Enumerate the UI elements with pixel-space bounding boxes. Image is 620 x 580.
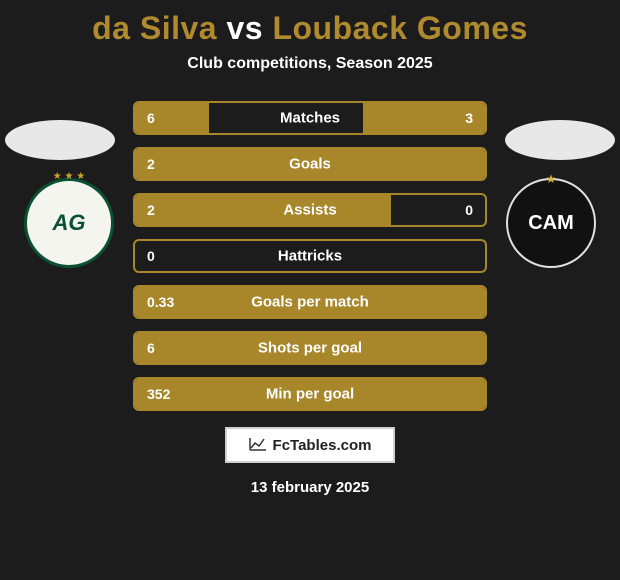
- star-icon: ★: [546, 172, 557, 186]
- club-abbr-left: AG: [53, 210, 86, 236]
- stat-value-left: 6: [147, 340, 155, 356]
- stat-row: Goals per match0.33: [133, 285, 487, 319]
- stat-row: Shots per goal6: [133, 331, 487, 365]
- stat-label: Hattricks: [135, 248, 485, 265]
- brand-logo[interactable]: FcTables.com: [225, 427, 395, 463]
- club-abbr-right: CAM: [528, 212, 574, 235]
- stat-value-left: 0: [147, 248, 155, 264]
- stat-value-left: 2: [147, 156, 155, 172]
- stat-label: Min per goal: [135, 386, 485, 403]
- page-title: da Silva vs Louback Gomes: [0, 10, 620, 47]
- stat-row: Hattricks0: [133, 239, 487, 273]
- date-text: 13 february 2025: [0, 479, 620, 496]
- stat-row: Assists2 0: [133, 193, 487, 227]
- player1-name: da Silva: [92, 10, 217, 46]
- comparison-card: da Silva vs Louback Gomes Club competiti…: [0, 0, 620, 580]
- vs-text: vs: [226, 10, 263, 46]
- club-crest-right: ★ CAM: [506, 178, 596, 268]
- stat-value-right: 0: [465, 202, 473, 218]
- stat-row: Goals2: [133, 147, 487, 181]
- stat-value-left: 2: [147, 202, 155, 218]
- stat-value-left: 0.33: [147, 294, 174, 310]
- player1-avatar-placeholder: [5, 120, 115, 160]
- brand-text: FcTables.com: [273, 437, 372, 454]
- player2-name: Louback Gomes: [272, 10, 527, 46]
- club-badge-left: ★ ★ ★ AG: [24, 178, 114, 268]
- stat-row: Min per goal352: [133, 377, 487, 411]
- chart-icon: [249, 437, 267, 454]
- stat-label: Goals: [135, 156, 485, 173]
- stat-row: Matches6 3: [133, 101, 487, 135]
- club-crest-left: ★ ★ ★ AG: [24, 178, 114, 268]
- stat-value-left: 352: [147, 386, 170, 402]
- player2-avatar-placeholder: [505, 120, 615, 160]
- subtitle: Club competitions, Season 2025: [0, 55, 620, 73]
- club-badge-right: ★ CAM: [506, 178, 596, 268]
- stars-icon: ★ ★ ★: [53, 171, 85, 182]
- stats-table: Matches63Goals2Assists20Hattricks0Goals …: [133, 101, 487, 411]
- stat-label: Goals per match: [135, 294, 485, 311]
- stat-label: Matches: [135, 110, 485, 127]
- stat-value-left: 6: [147, 110, 155, 126]
- stat-label: Assists: [135, 202, 485, 219]
- stat-value-right: 3: [465, 110, 473, 126]
- stat-label: Shots per goal: [135, 340, 485, 357]
